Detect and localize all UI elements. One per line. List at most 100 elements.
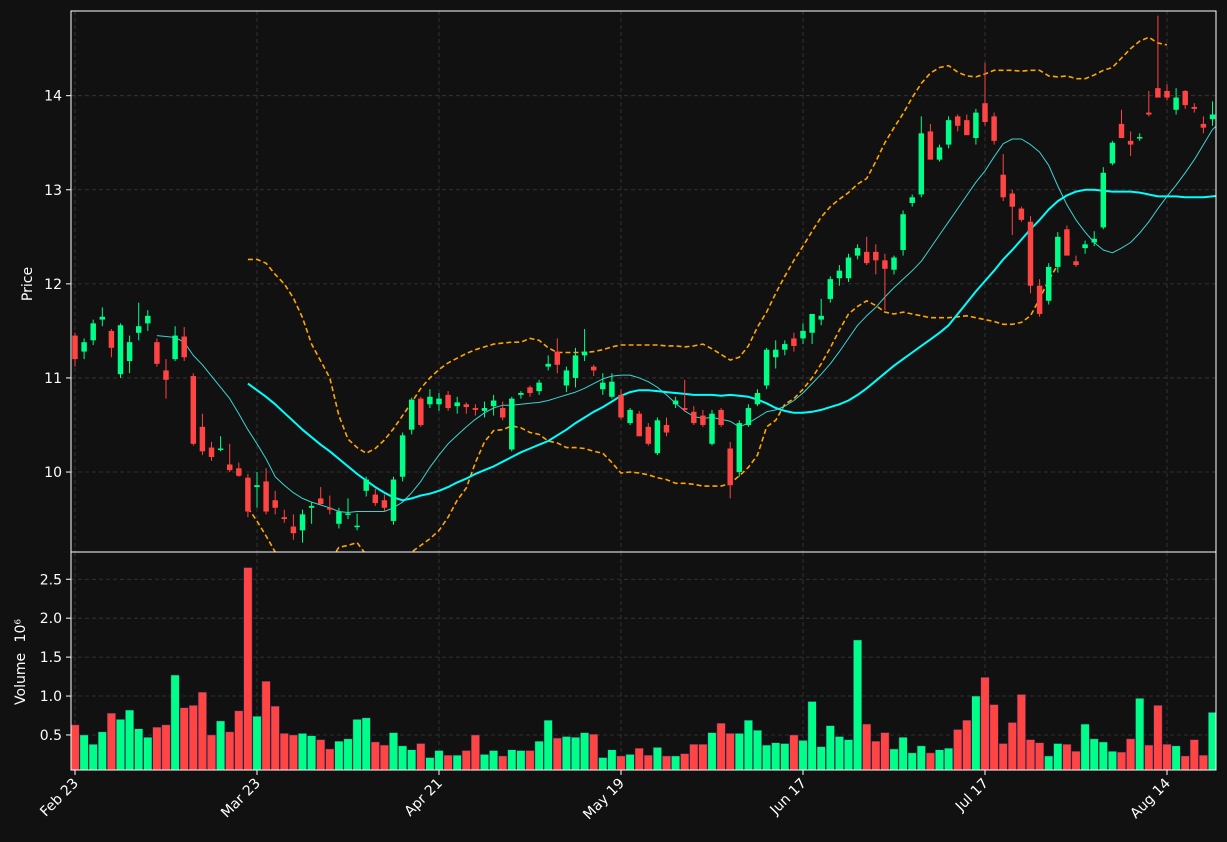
candle-down [1018,206,1025,222]
volume-bar [1098,741,1108,770]
candle-up [1045,263,1052,305]
volume-bar [853,639,863,770]
candle-body [1027,221,1034,286]
volume-bar [352,719,362,770]
candle-up [609,373,615,399]
candle-body [281,517,288,520]
candle-up [1082,240,1088,254]
candle-up [172,326,178,362]
candle-body [126,342,133,362]
candle-body [1091,238,1097,243]
candle-body [745,408,752,425]
candle-body [390,479,397,521]
candle-up [1109,140,1116,166]
candle-down [527,385,533,397]
volume-bar [534,740,544,770]
candle-body [499,408,506,418]
candle-up [509,396,515,452]
candle-body [672,400,679,405]
volume-bar [698,744,708,770]
candle-down [1000,154,1006,202]
candle-body [481,408,488,411]
candle-body [99,316,106,320]
volume-bar [452,754,462,770]
candle-body [372,494,379,504]
volume-bar [134,728,144,770]
candle-up [563,366,570,393]
volume-bar [671,755,681,770]
candle-down [1146,90,1152,117]
volume-bar [689,744,699,770]
candle-up [800,323,806,345]
candle-body [345,513,351,515]
candle-body [791,338,797,346]
volume-bar [807,701,817,770]
candle-up [772,340,779,369]
candle-down [1182,90,1188,109]
candle-body [954,116,961,126]
axes-spines [70,10,1217,771]
candle-up [945,116,952,149]
candle-body [982,103,988,123]
candle-body [226,464,233,471]
volume-bar [1080,723,1090,770]
volume-bar [225,731,235,770]
volume-bar [825,725,835,770]
candle-body [1100,172,1107,228]
volume-bar [953,729,963,770]
volume-bar [116,719,125,770]
candle-body [590,366,597,371]
candle-down [272,490,278,515]
candle-body [1036,285,1043,314]
volume-bar [152,726,162,770]
candle-down [381,494,388,512]
candle-down [927,123,934,160]
price-tick-label: 14 [44,89,62,105]
candle-down [181,327,187,362]
volume-bar [161,724,171,770]
candle-up [308,502,315,524]
candle-up [918,116,925,198]
candle-body [1155,88,1161,98]
candle-up [672,396,679,409]
volume-tick-label: 0.5 [40,728,62,744]
volume-bar [844,739,853,770]
candle-body [463,404,470,408]
candle-up [436,392,442,411]
candle-down [445,391,451,411]
candle-body [736,423,743,473]
volume-bar [361,717,371,770]
volume-bar [416,743,426,770]
volume-bar [762,744,772,770]
candle-body [709,413,715,444]
candle-down [1009,189,1016,235]
candle-body [1055,236,1061,267]
volume-bar [898,737,908,770]
volume-bar [1044,755,1054,770]
volume-bar [261,680,271,770]
volume-bar [1117,751,1126,770]
volume-bar [88,744,98,770]
candle-up [90,319,96,346]
volume-bar [1153,705,1163,770]
candle-up [481,401,488,418]
candle-down [372,488,379,506]
candle-body [1073,261,1079,266]
volume-bar [834,736,844,770]
volume-bar [935,749,944,770]
volume-axis-label-text: Volume [13,653,29,705]
volume-bar [407,749,417,770]
volume-bar [734,733,744,770]
candle-body [581,351,588,356]
candle-down [554,338,561,374]
candle-up [736,420,743,477]
candle-body [927,131,934,160]
candle-up [973,108,979,145]
candle-down [154,338,160,367]
volume-bar [470,734,480,770]
candle-body [245,477,251,512]
volume-bars [71,567,1216,770]
candle-up [1100,167,1107,230]
volume-panel-frame [70,551,1217,771]
candle-body [445,394,451,409]
